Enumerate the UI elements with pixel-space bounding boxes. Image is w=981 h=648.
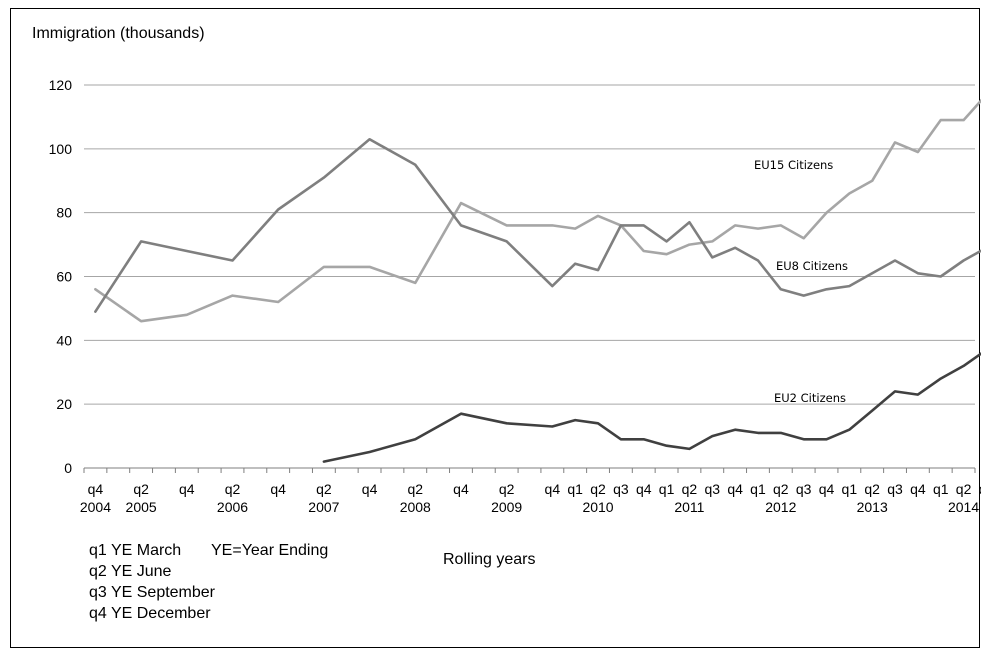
x-tick-label: q2: [682, 481, 698, 497]
note-ye-definition: YE=Year Ending: [211, 542, 328, 559]
series-label-eu8: EU8 Citizens: [776, 259, 848, 273]
y-axis-title: Immigration (thousands): [32, 25, 205, 42]
x-tick-label: q1: [659, 481, 675, 497]
series-line-eu2-citizens: [324, 350, 981, 462]
x-tick-label: q4: [362, 481, 378, 497]
y-tick-label-0: 0: [64, 460, 72, 476]
x-year-label-2014: 2014: [948, 499, 979, 515]
x-year-label-2005: 2005: [126, 499, 157, 515]
note-q1: q1 YE March: [89, 542, 181, 559]
x-tick-label: q2: [773, 481, 789, 497]
x-tick-label: q3: [613, 481, 629, 497]
x-tick-label: q2: [864, 481, 880, 497]
x-tick-label: q4: [910, 481, 926, 497]
x-tick-label: q4: [453, 481, 469, 497]
x-axis-title: Rolling years: [443, 551, 535, 568]
x-tick-label: q2: [956, 481, 972, 497]
x-tick-label: q2: [133, 481, 149, 497]
x-year-label-2012: 2012: [765, 499, 796, 515]
x-year-label-2009: 2009: [491, 499, 522, 515]
x-tick-label: q2: [407, 481, 423, 497]
x-tick-label: q3: [796, 481, 812, 497]
y-tick-label-80: 80: [56, 205, 72, 221]
x-tick-label: q2: [499, 481, 515, 497]
x-tick-label: q2: [590, 481, 606, 497]
series-lines: [95, 95, 981, 462]
x-tick-label: q2: [225, 481, 241, 497]
grid-lines: [84, 85, 975, 404]
x-tick-label: q1: [933, 481, 949, 497]
x-tick-label: q4: [819, 481, 835, 497]
x-tick-label: q1: [750, 481, 766, 497]
y-tick-label-20: 20: [56, 396, 72, 412]
y-tick-label-40: 40: [56, 332, 72, 348]
x-tick-label: q4: [636, 481, 652, 497]
note-q3: q3 YE September: [89, 584, 216, 601]
x-year-label-2006: 2006: [217, 499, 248, 515]
x-tick-label: q4: [179, 481, 195, 497]
x-year-label-2011: 2011: [674, 499, 704, 515]
x-tick-label: q4: [88, 481, 104, 497]
x-year-label-2013: 2013: [857, 499, 888, 515]
x-year-label-2010: 2010: [582, 499, 613, 515]
note-q2: q2 YE June: [89, 563, 172, 580]
series-label-eu15: EU15 Citizens: [754, 158, 833, 172]
x-axis: q4 q2 q4 q2 q4 q2 q4 q2 q4 q2 q4 q1 q2 q3 q4 q1 q2 q3 q4 q1…: [80, 468, 981, 515]
x-tick-label: q1: [842, 481, 858, 497]
x-tick-label: q4: [270, 481, 286, 497]
x-tick-label: q4: [545, 481, 561, 497]
y-axis-ticks: 0 20 40 60 80 100 120: [49, 77, 73, 476]
y-tick-label-60: 60: [56, 269, 72, 285]
x-tick-label: q4: [727, 481, 743, 497]
series-label-eu2: EU2 Citizens: [774, 391, 846, 405]
x-tick-label: q3: [704, 481, 720, 497]
x-year-label-2004: 2004: [80, 499, 111, 515]
y-tick-label-100: 100: [49, 141, 73, 157]
x-tick-label: q1: [567, 481, 583, 497]
x-tick-label: q2: [316, 481, 332, 497]
x-year-label-2008: 2008: [400, 499, 431, 515]
x-year-label-2007: 2007: [308, 499, 339, 515]
y-tick-label-120: 120: [49, 77, 73, 93]
note-q4: q4 YE December: [89, 605, 211, 622]
x-tick-label: q3: [887, 481, 903, 497]
